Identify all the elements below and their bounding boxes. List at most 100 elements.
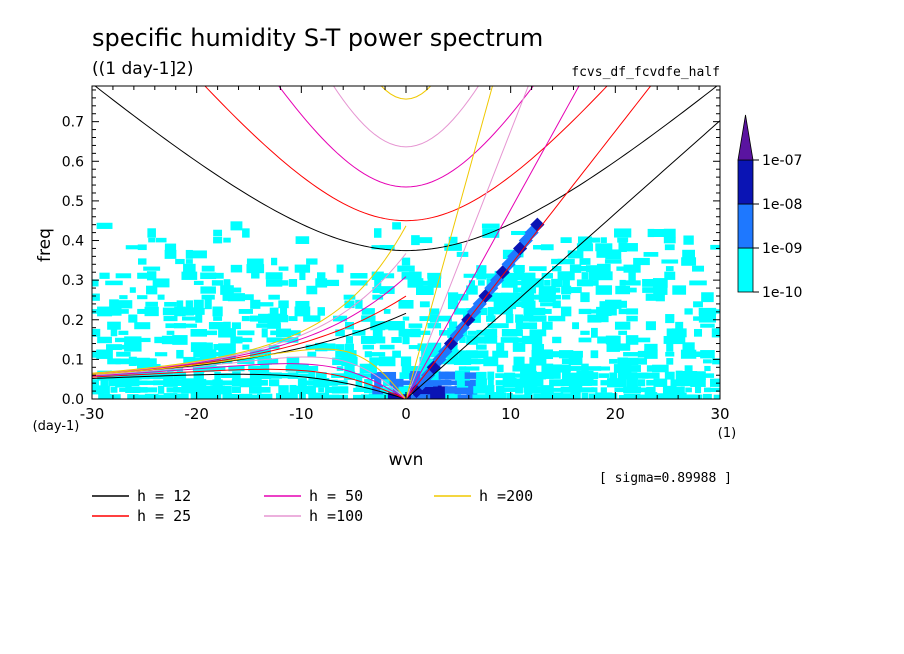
spectrum-cell	[278, 314, 289, 323]
spectrum-cell	[569, 372, 582, 379]
spectrum-cell	[475, 378, 487, 388]
spectrum-cell	[315, 372, 327, 380]
spectrum-cell	[541, 372, 554, 379]
spectrum-cell	[195, 314, 203, 323]
spectrum-cell	[92, 279, 99, 287]
x-tick-label: -20	[184, 405, 209, 423]
spectrum-cell	[129, 287, 136, 293]
spectrum-cell	[134, 357, 150, 365]
spectrum-cell	[693, 351, 703, 357]
spectrum-cell	[355, 377, 363, 388]
spectrum-cell	[155, 237, 167, 243]
spectrum-cell	[454, 385, 471, 395]
spectrum-cell	[294, 306, 311, 317]
spectrum-cell	[513, 356, 525, 367]
spectrum-cell	[430, 393, 439, 399]
spectrum-cell	[115, 358, 132, 365]
spectrum-cell	[96, 222, 113, 229]
spectrum-cell	[344, 364, 355, 373]
spectrum-cell	[513, 378, 525, 388]
spectrum-cell	[181, 323, 197, 328]
spectrum-cell	[378, 371, 397, 380]
spectrum-cell	[417, 343, 433, 351]
spectrum-cell	[99, 385, 110, 394]
spectrum-cell	[615, 343, 631, 351]
spectrum-cell	[572, 322, 580, 330]
spectrum-cell	[110, 387, 118, 393]
spectrum-cell	[227, 293, 245, 302]
sigma-note: [ sigma=0.89988 ]	[599, 471, 732, 486]
spectrum-cell	[694, 328, 703, 337]
spectrum-cell	[383, 321, 392, 330]
spectrum-cell	[364, 351, 372, 358]
spectrum-cell	[288, 316, 298, 322]
spectrum-cell	[350, 273, 368, 279]
spectrum-cell	[214, 371, 221, 380]
spectrum-cell	[242, 344, 250, 350]
spectrum-cell	[398, 380, 414, 385]
spectrum-field	[92, 217, 720, 399]
spectrum-cell	[646, 365, 655, 372]
spectrum-cell	[581, 363, 589, 374]
spectrum-cell	[618, 300, 628, 308]
spectrum-cell	[372, 294, 384, 300]
spectrum-cell	[341, 356, 358, 367]
spectrum-cell	[439, 386, 448, 394]
spectrum-cell	[541, 349, 554, 360]
spectrum-cell	[578, 308, 592, 315]
colorbar-segment	[737, 203, 754, 249]
spectrum-cell	[124, 342, 142, 352]
spectrum-cell	[408, 345, 423, 350]
spectrum-cell	[335, 329, 345, 337]
spectrum-cell	[595, 271, 613, 281]
spectrum-cell	[614, 387, 631, 393]
spectrum-cell	[278, 280, 289, 286]
x-tick-label: -30	[80, 405, 105, 423]
spectrum-cell	[689, 280, 707, 286]
spectrum-cell	[280, 306, 288, 317]
spectrum-cell	[335, 344, 345, 351]
spectrum-cell	[223, 279, 231, 287]
spectrum-cell	[579, 258, 591, 265]
spectrum-cell	[230, 336, 243, 344]
spectrum-cell	[540, 302, 555, 307]
spectrum-cell	[703, 393, 712, 399]
spectrum-cell	[134, 322, 151, 330]
spectrum-cell	[531, 386, 545, 394]
spectrum-cell	[204, 385, 212, 394]
spectrum-cell	[383, 309, 391, 314]
spectrum-cell	[372, 328, 383, 338]
spectrum-cell	[609, 372, 618, 379]
spectrum-cell	[464, 379, 480, 386]
spectrum-cell	[266, 372, 282, 379]
spectrum-cell	[325, 386, 337, 393]
spectrum-cell	[529, 315, 547, 322]
spectrum-cell	[184, 307, 195, 316]
spectrum-cell	[448, 292, 459, 303]
spectrum-cell	[623, 365, 641, 372]
spectrum-cell	[662, 385, 677, 394]
spectrum-cell	[392, 350, 401, 358]
spectrum-cell	[636, 394, 647, 399]
spectrum-cell	[289, 384, 297, 395]
spectrum-cell	[549, 379, 565, 387]
spectrum-cell	[553, 287, 561, 293]
spectrum-cell	[248, 379, 262, 387]
spectrum-cell	[449, 321, 458, 330]
spectrum-cell	[552, 372, 561, 379]
spectrum-cell	[501, 272, 518, 279]
spectrum-cell	[430, 378, 438, 387]
spectrum-cell	[618, 242, 627, 252]
spectrum-cell	[164, 301, 177, 307]
legend-label: h = 25	[137, 507, 191, 525]
spectrum-cell	[666, 328, 673, 338]
spectrum-cell	[371, 271, 384, 280]
spectrum-cell	[239, 393, 253, 399]
spectrum-cell	[265, 279, 283, 287]
spectrum-cell	[541, 363, 554, 374]
colorbar-segment	[737, 247, 754, 293]
spectrum-cell	[166, 387, 175, 393]
spectrum-cell	[642, 287, 660, 293]
spectrum-cell	[655, 293, 665, 302]
spectrum-cell	[143, 372, 161, 380]
